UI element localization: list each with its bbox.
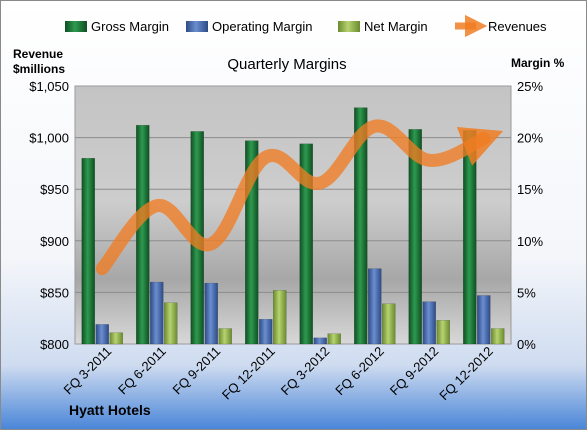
left-tick-label: $1,050 [29, 79, 69, 94]
bar-net-margin [382, 303, 396, 345]
right-axis-title: Margin % [511, 56, 565, 70]
revenue-line-group [95, 119, 504, 276]
legend: Gross Margin Operating Margin Net Margin… [65, 14, 547, 38]
right-tick-label: 20% [517, 131, 543, 146]
bar-gross-margin [299, 143, 313, 345]
legend-label-revenues: Revenues [488, 19, 547, 34]
legend-label-gross-margin: Gross Margin [91, 19, 169, 34]
x-tick-label: FQ 3-2012 [278, 344, 333, 399]
company-label: Hyatt Hotels [69, 402, 151, 418]
legend-item-net-margin: Net Margin [338, 19, 428, 34]
left-tick-label: $950 [40, 182, 69, 197]
legend-item-operating-margin: Operating Margin [186, 19, 312, 34]
x-tick-label: FQ 6-2011 [115, 344, 169, 398]
bar-net-margin [218, 328, 232, 345]
legend-swatch-net-margin [338, 21, 360, 32]
bar-net-margin [164, 302, 178, 345]
bar-operating-margin [150, 281, 164, 345]
bar-gross-margin [136, 124, 150, 345]
legend-label-net-margin: Net Margin [364, 19, 428, 34]
bar-operating-margin [204, 282, 218, 345]
left-tick-label: $1,000 [29, 131, 69, 146]
bar-operating-margin [368, 268, 382, 345]
x-tick-label: FQ 12-2012 [436, 344, 496, 404]
bar-net-margin [436, 320, 450, 345]
right-tick-label: 10% [517, 234, 543, 249]
bar-operating-margin [95, 324, 109, 345]
left-tick-label: $900 [40, 234, 69, 249]
right-tick-label: 15% [517, 182, 543, 197]
x-tick-label: FQ 6-2012 [332, 344, 387, 399]
bar-gross-margin [408, 129, 422, 345]
x-tick-label: FQ 9-2012 [387, 344, 442, 399]
right-axis-ticks: 0% 5% 10% 15% 20% 25% [517, 79, 543, 352]
legend-label-operating-margin: Operating Margin [212, 19, 312, 34]
x-tick-label: FQ 9-2011 [169, 344, 223, 398]
legend-swatch-operating-margin [186, 21, 208, 32]
legend-item-gross-margin: Gross Margin [65, 19, 169, 34]
left-axis-title-line2: $millions [13, 62, 65, 76]
bar-operating-margin [313, 337, 327, 345]
bar-operating-margin [259, 318, 273, 345]
left-tick-label: $850 [40, 285, 69, 300]
right-tick-label: 25% [517, 79, 543, 94]
bar-operating-margin [477, 295, 491, 345]
bar-operating-margin [422, 301, 436, 345]
left-axis-title-line1: Revenue [13, 47, 63, 61]
right-tick-label: 0% [517, 337, 536, 352]
chart-title: Quarterly Margins [227, 56, 346, 73]
right-tick-label: 5% [517, 285, 536, 300]
left-axis-ticks: $800 $850 $900 $950 $1,000 $1,050 [29, 79, 69, 352]
revenue-line [95, 119, 504, 276]
legend-item-revenues: Revenues [455, 14, 547, 38]
bar-gross-margin [81, 157, 95, 345]
bar-net-margin [491, 328, 505, 345]
legend-swatch-gross-margin [65, 21, 87, 32]
x-tick-label: FQ 12-2011 [219, 344, 278, 403]
bar-net-margin [109, 332, 123, 345]
bar-gross-margin [463, 130, 477, 345]
bar-gross-margin [354, 107, 368, 345]
bar-net-margin [327, 333, 341, 345]
bar-net-margin [273, 290, 287, 345]
left-tick-label: $800 [40, 337, 69, 352]
